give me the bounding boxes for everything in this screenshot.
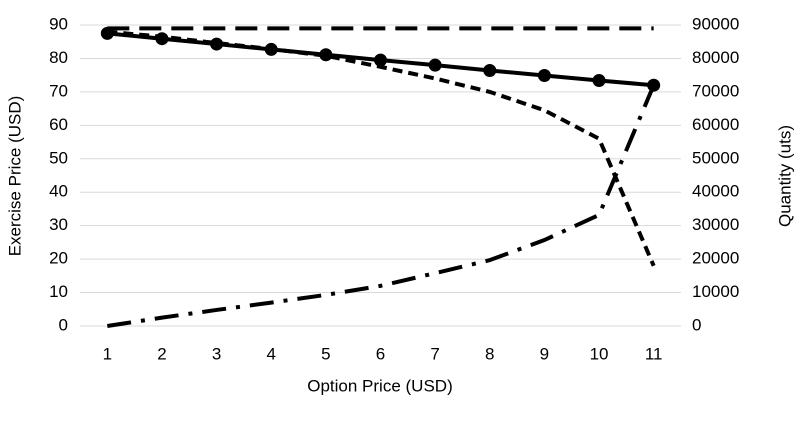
y-tick-label: 30: [49, 215, 68, 234]
y2-tick-label: 20000: [692, 249, 739, 268]
y-tick-label: 50: [49, 148, 68, 167]
y-tick-label: 60: [49, 115, 68, 134]
marker: [428, 58, 442, 72]
y-tick-label: 70: [49, 81, 68, 100]
y-tick-label: 90: [49, 14, 68, 33]
x-tick-label: 4: [266, 344, 275, 363]
x-axis-title: Option Price (USD): [307, 376, 452, 395]
x-tick-label: 1: [103, 344, 112, 363]
marker: [210, 37, 224, 51]
y2-tick-label: 40000: [692, 182, 739, 201]
x-tick-label: 10: [590, 344, 609, 363]
x-tick-label: 8: [485, 344, 494, 363]
x-tick-label: 6: [376, 344, 385, 363]
x-tick-label: 2: [157, 344, 166, 363]
y2-axis-title: Quantity (uts): [775, 125, 794, 227]
marker: [592, 74, 606, 88]
x-tick-label: 5: [321, 344, 330, 363]
x-tick-label: 9: [540, 344, 549, 363]
y-tick-label: 80: [49, 48, 68, 67]
x-tick-label: 3: [212, 344, 221, 363]
marker: [374, 53, 387, 67]
y2-tick-label: 0: [692, 315, 701, 334]
y2-tick-label: 90000: [692, 14, 739, 33]
x-tick-label: 7: [430, 344, 439, 363]
marker: [537, 69, 551, 83]
marker: [483, 63, 497, 77]
marker: [319, 48, 333, 62]
y-tick-label: 40: [49, 182, 68, 201]
y2-tick-label: 10000: [692, 282, 739, 301]
series-line: [107, 29, 656, 267]
y-tick-label: 10: [49, 282, 68, 301]
x-tick-label: 11: [645, 344, 663, 363]
y2-tick-label: 70000: [692, 81, 739, 100]
y-tick-label: 20: [49, 249, 68, 268]
y2-tick-label: 60000: [692, 115, 739, 134]
y2-tick-label: 80000: [692, 48, 739, 67]
y-axis-title: Exercise Price (USD): [5, 96, 24, 257]
series-line: [107, 84, 656, 328]
y-tick-label: 0: [59, 315, 68, 334]
y2-tick-label: 50000: [692, 148, 739, 167]
y2-tick-label: 30000: [692, 215, 739, 234]
